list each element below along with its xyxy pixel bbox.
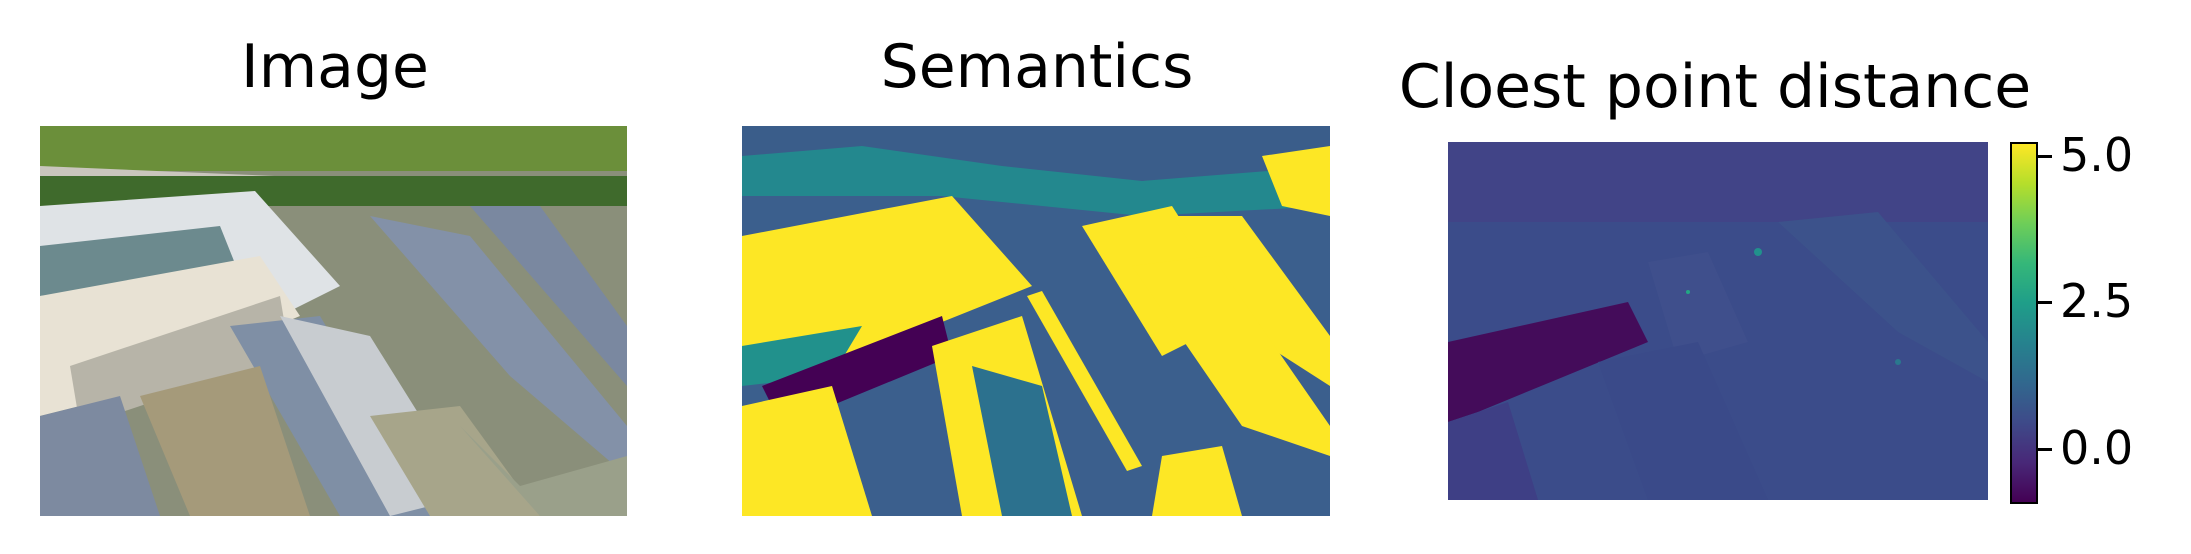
colorbar-tick-label: 0.0 <box>2060 421 2134 476</box>
colorbar-tick-label: 5.0 <box>2060 127 2134 182</box>
semantics-map <box>742 126 1330 516</box>
distance-map <box>1448 142 1988 500</box>
colorbar <box>2010 142 2038 504</box>
colorbar-tick-mark <box>2038 301 2052 305</box>
image-panel-title: Image <box>241 32 429 102</box>
distance-panel-title: Cloest point distance <box>1398 52 2032 122</box>
colorbar-tick-mark <box>2038 448 2052 452</box>
colorbar-tick-mark <box>2038 154 2052 158</box>
aerial-photo <box>40 126 627 516</box>
colorbar-tick-label: 2.5 <box>2060 274 2134 329</box>
semantics-panel-title: Semantics <box>880 32 1194 102</box>
